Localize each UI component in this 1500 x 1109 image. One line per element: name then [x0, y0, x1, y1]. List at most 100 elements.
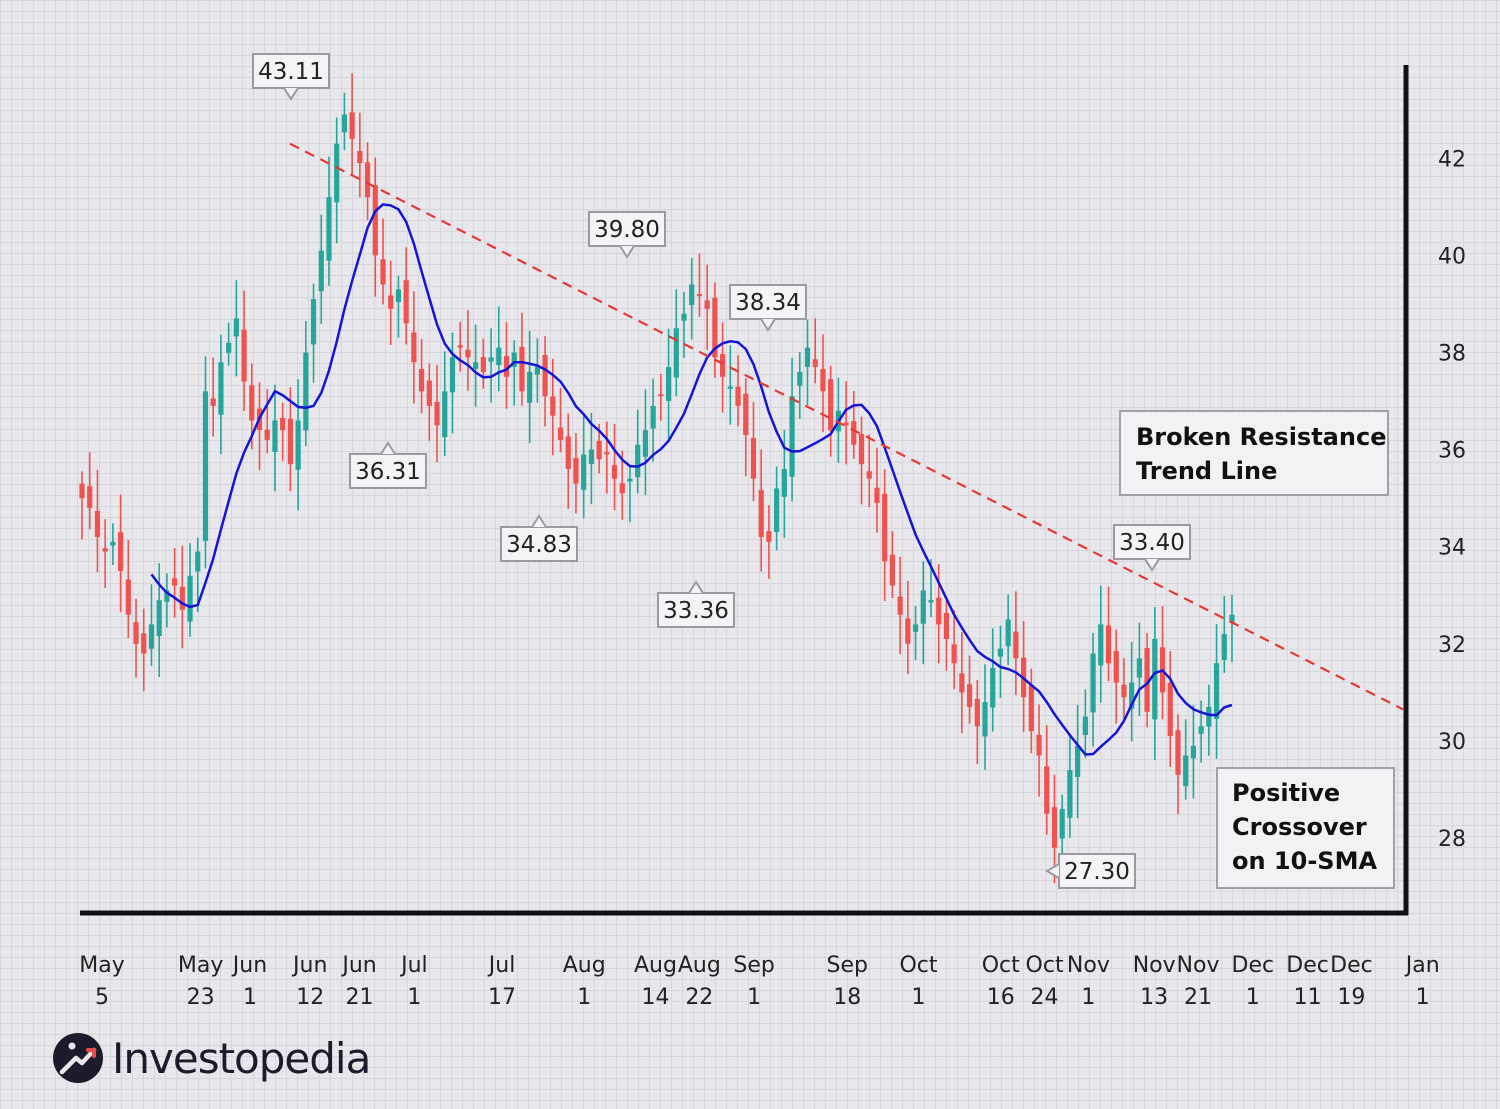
note-positive-crossover-line2: Crossover	[1232, 813, 1367, 841]
candle-body	[1129, 682, 1135, 709]
candle-body	[735, 386, 741, 406]
y-tick-label: 36	[1438, 439, 1466, 464]
candle-body	[611, 465, 618, 479]
candle-body	[241, 329, 247, 382]
candle-body	[295, 420, 301, 470]
candle-body	[1198, 726, 1204, 734]
candle-body	[1098, 624, 1104, 666]
callout-label: 33.40	[1119, 530, 1185, 556]
callout-39.80: 39.80	[588, 211, 666, 259]
candle-body	[395, 289, 402, 303]
candle-body	[364, 162, 371, 198]
candle-body	[750, 437, 757, 479]
candle-body	[897, 596, 903, 615]
candle-body	[1175, 730, 1181, 775]
callout-box	[252, 53, 330, 89]
x-tick-label-month: Dec	[1232, 953, 1275, 978]
callout-label: 27.30	[1064, 859, 1130, 885]
candle-body	[357, 150, 363, 164]
x-tick-label-day: 16	[987, 985, 1015, 1010]
candle-body	[828, 379, 834, 431]
x-tick-label-day: 1	[747, 985, 761, 1010]
candle-body	[1013, 631, 1019, 659]
candle-body	[380, 259, 386, 285]
candle-body	[673, 328, 679, 378]
candle-body	[1152, 638, 1158, 720]
candle-body	[619, 483, 625, 494]
x-tick-label-month: Jul	[399, 953, 428, 978]
candle-body	[264, 429, 270, 440]
callout-33.40: 33.40	[1113, 524, 1191, 572]
x-tick-label-month: Oct	[982, 953, 1020, 978]
candle-body	[627, 478, 633, 482]
y-tick-label: 42	[1438, 147, 1466, 172]
callout-36.31: 36.31	[349, 441, 427, 489]
callout-box	[500, 526, 578, 562]
candle-body	[573, 457, 579, 484]
candle-body	[689, 284, 695, 306]
callout-label: 38.34	[735, 290, 801, 316]
x-tick-label-day: 17	[488, 985, 516, 1010]
x-tick-label-month: May	[79, 953, 124, 978]
x-tick-label-month: Sep	[733, 953, 774, 978]
x-tick-label-day: 1	[577, 985, 591, 1010]
candle-body	[743, 393, 749, 436]
callout-pointer	[688, 580, 704, 594]
candle-body	[982, 702, 988, 737]
candle-body	[426, 380, 432, 406]
candle-body	[681, 313, 687, 321]
candle-body	[1167, 682, 1173, 737]
x-tick-label-month: Dec	[1286, 953, 1329, 978]
candle-body	[334, 143, 340, 203]
callout-pointer	[1045, 863, 1060, 879]
candle-body	[1005, 619, 1011, 647]
x-tick-label-day: 1	[407, 985, 421, 1010]
note-positive-crossover: Positive Crossover on 10-SMA	[1216, 767, 1395, 889]
candle-body	[110, 541, 116, 546]
x-tick-label-month: Jun	[340, 953, 376, 978]
candle-body	[79, 483, 85, 499]
candle-body	[874, 487, 880, 504]
y-tick-label: 40	[1438, 244, 1466, 269]
candle-body	[588, 449, 594, 464]
callout-33.36: 33.36	[657, 580, 735, 628]
candle-body	[1144, 648, 1150, 712]
candle-body	[604, 452, 610, 455]
x-tick-label-month: Nov	[1133, 953, 1176, 978]
callout-box	[349, 453, 427, 489]
candle-body	[1067, 770, 1073, 818]
note-broken-resistance-line2: Trend Line	[1136, 457, 1277, 485]
candle-body	[372, 185, 378, 256]
candle-body	[704, 300, 710, 309]
candle-body	[310, 299, 317, 345]
callout-label: 34.83	[506, 532, 572, 558]
investopedia-logo-icon	[53, 1033, 103, 1083]
x-tick-label-month: Nov	[1177, 953, 1220, 978]
candle-body	[148, 624, 155, 649]
x-tick-label-day: 1	[912, 985, 926, 1010]
candle-body	[349, 112, 355, 139]
candle-body	[187, 575, 193, 622]
candle-body	[959, 673, 965, 693]
x-tick-label-month: Nov	[1067, 953, 1110, 978]
candle-body	[326, 197, 332, 261]
candles-group	[79, 73, 1235, 884]
x-tick-label-day: 23	[187, 985, 215, 1010]
y-tick-label: 34	[1438, 536, 1466, 561]
candle-body	[457, 345, 463, 348]
candle-body	[1059, 808, 1065, 839]
candle-body	[1090, 653, 1096, 713]
candle-body	[503, 355, 510, 377]
candle-body	[388, 295, 394, 309]
candle-body	[233, 318, 239, 337]
candle-body	[156, 600, 162, 637]
candle-body	[411, 332, 417, 363]
candle-body	[928, 600, 934, 603]
callout-38.34: 38.34	[729, 284, 807, 332]
callout-label: 33.36	[663, 598, 729, 624]
candle-body	[1051, 807, 1058, 848]
x-tick-label-month: Aug	[563, 953, 606, 978]
candle-body	[1082, 716, 1088, 736]
candle-body	[202, 391, 209, 541]
candle-body	[812, 359, 818, 368]
